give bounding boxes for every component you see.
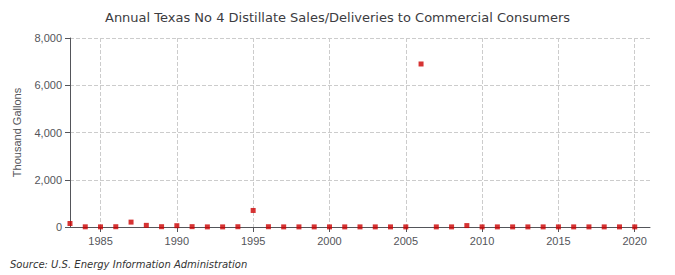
svg-text:8,000: 8,000 bbox=[34, 32, 62, 44]
svg-text:1985: 1985 bbox=[88, 235, 112, 247]
svg-text:2005: 2005 bbox=[394, 235, 418, 247]
svg-text:2000: 2000 bbox=[317, 235, 341, 247]
svg-text:2015: 2015 bbox=[546, 235, 570, 247]
svg-text:1995: 1995 bbox=[241, 235, 265, 247]
svg-text:Thousand Gallons: Thousand Gallons bbox=[11, 87, 23, 177]
svg-text:2020: 2020 bbox=[622, 235, 646, 247]
svg-text:2010: 2010 bbox=[470, 235, 494, 247]
svg-text:1990: 1990 bbox=[165, 235, 189, 247]
svg-text:4,000: 4,000 bbox=[34, 127, 62, 139]
svg-text:6,000: 6,000 bbox=[34, 79, 62, 91]
svg-text:Source: U.S. Energy Informatio: Source: U.S. Energy Information Administ… bbox=[10, 259, 247, 270]
svg-text:0: 0 bbox=[56, 221, 62, 233]
svg-text:2,000: 2,000 bbox=[34, 174, 62, 186]
svg-text:Annual Texas No 4 Distillate S: Annual Texas No 4 Distillate Sales/Deliv… bbox=[105, 10, 570, 25]
